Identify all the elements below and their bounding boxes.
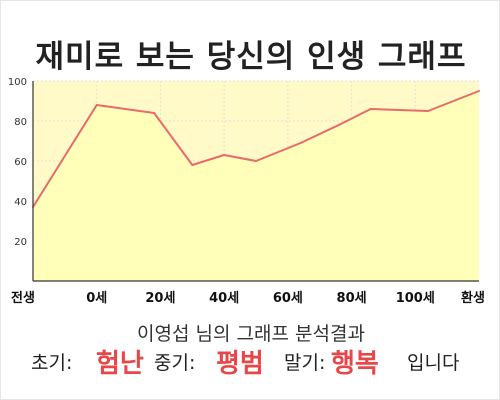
middle-value: 평범 <box>216 349 264 379</box>
x-tick-label: 40세 <box>209 291 239 306</box>
series-area <box>33 91 479 281</box>
y-tick-label: 20 <box>14 237 27 248</box>
late-value: 행복 <box>331 349 379 379</box>
data-point <box>255 160 257 162</box>
middle-label: 중기: <box>154 352 196 374</box>
result-suffix: 입니다 <box>407 352 460 374</box>
x-tick-label: 100세 <box>396 291 435 306</box>
early-value: 험난 <box>96 349 144 379</box>
data-point <box>427 110 430 112</box>
data-point <box>478 90 480 92</box>
data-point <box>153 112 156 114</box>
late-label: 말기: <box>284 352 326 374</box>
x-tick-label: 20세 <box>145 291 175 306</box>
data-point <box>95 104 98 106</box>
y-tick-label: 60 <box>14 157 27 168</box>
y-tick-label: 40 <box>14 197 27 208</box>
page-title: 재미로 보는 당신의 인생 그래프 <box>35 39 467 75</box>
data-point <box>337 124 340 126</box>
early-label: 초기: <box>31 352 73 374</box>
data-point <box>299 142 302 144</box>
x-tick-label: 0세 <box>86 291 107 306</box>
life-graph-chart: 20 40 60 80 100 전생 0세 20세 40세 60세 80세 100세 환생 <box>8 77 485 306</box>
y-tick-label: 80 <box>14 117 27 128</box>
data-point <box>369 108 372 110</box>
data-point <box>223 154 226 156</box>
x-tick-label: 환생 <box>461 290 485 306</box>
data-point <box>191 164 194 166</box>
x-tick-label: 60세 <box>273 291 303 306</box>
x-tick-label: 80세 <box>337 291 367 306</box>
y-tick-label: 100 <box>8 77 27 88</box>
x-tick-label: 전생 <box>11 290 35 306</box>
result-heading: 이영섭 님의 그래프 분석결과 <box>137 323 365 345</box>
